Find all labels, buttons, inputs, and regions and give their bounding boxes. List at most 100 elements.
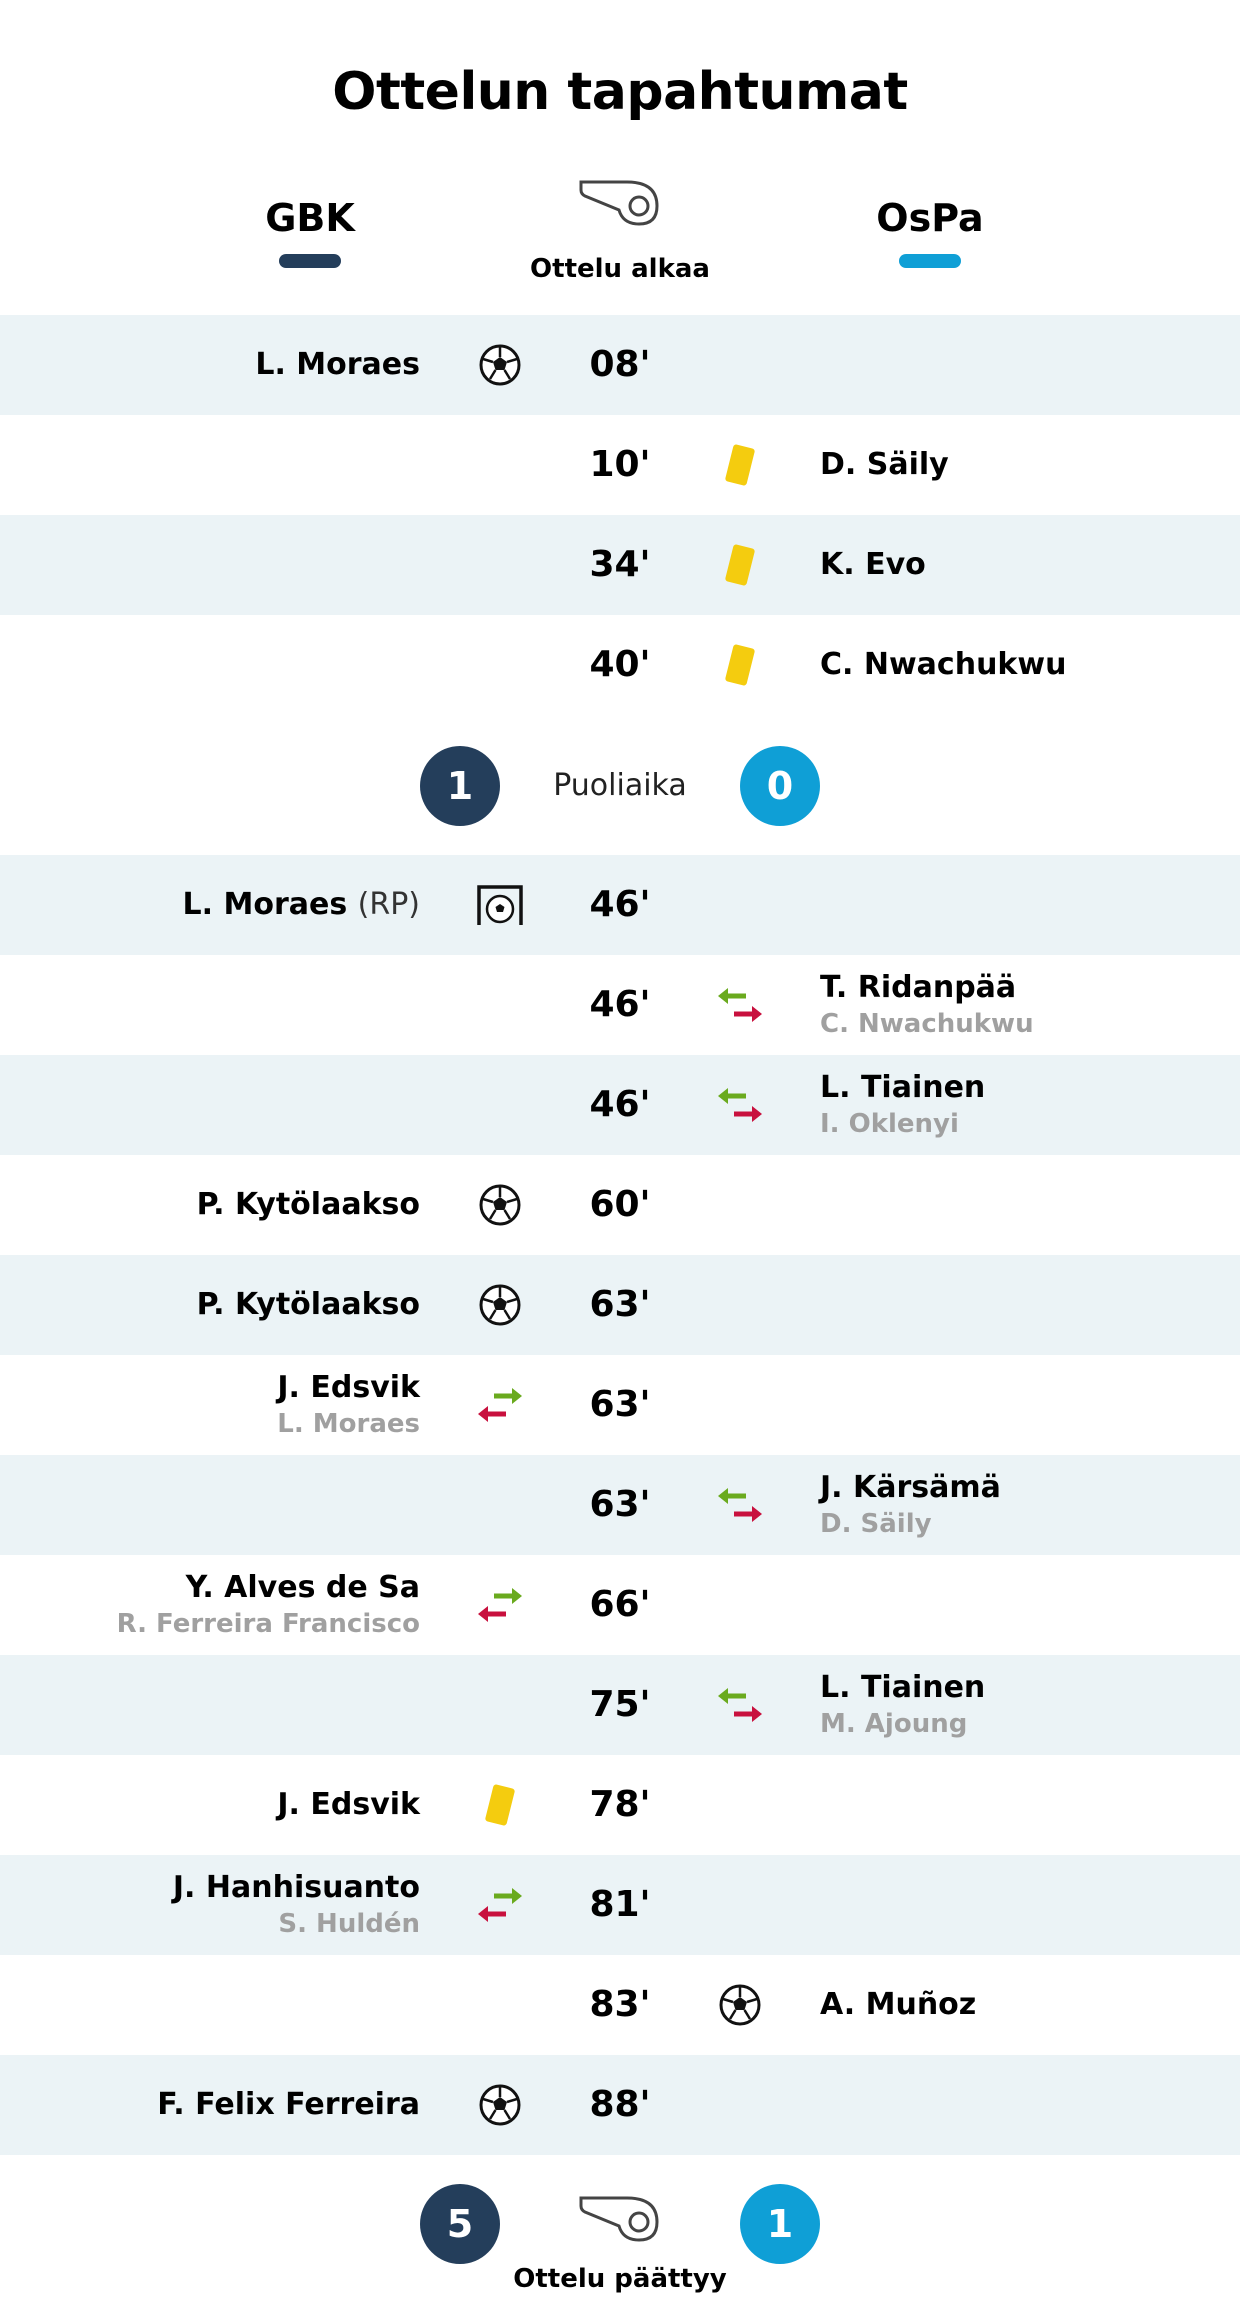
player-name-text: P. Kytölaakso xyxy=(196,1187,420,1222)
substitution-icon xyxy=(716,1081,764,1129)
event-row: 66' Y. Alves de Sa R. Ferreira Francisco xyxy=(0,1555,1240,1655)
halftime-label: Puoliaika xyxy=(553,768,687,803)
player-name: J. Edsvik xyxy=(277,1786,420,1824)
event-minute: 08' xyxy=(589,344,651,385)
player-name-text: L. Moraes xyxy=(255,347,420,382)
event-minute: 46' xyxy=(589,1084,651,1125)
event-row: 10' D. Säily xyxy=(0,415,1240,515)
event-players: J. Hanhisuanto S. Huldén xyxy=(173,1855,420,1955)
event-minute: 46' xyxy=(589,884,651,925)
yellow-card-icon xyxy=(716,541,764,589)
event-players: L. Moraes xyxy=(255,315,420,415)
player-name: P. Kytölaakso xyxy=(197,1286,420,1324)
event-minute: 34' xyxy=(589,544,651,585)
away-team: OsPa xyxy=(830,196,1030,268)
player-name-text: J. Edsvik xyxy=(277,1370,420,1405)
event-minute: 88' xyxy=(589,2084,651,2125)
yellow-card-icon xyxy=(716,641,764,689)
event-minute: 78' xyxy=(589,1784,651,1825)
player-name-text: F. Felix Ferreira xyxy=(157,2087,420,2122)
yellow-card-icon xyxy=(716,441,764,489)
player-name-text: A. Muñoz xyxy=(820,1987,977,2022)
substitution-icon xyxy=(716,1481,764,1529)
substitution-icon xyxy=(476,1581,524,1629)
event-minute: 40' xyxy=(589,644,651,685)
goal-icon xyxy=(476,1181,524,1229)
player-name-text: D. Säily xyxy=(820,447,949,482)
player-name-text: Y. Alves de Sa xyxy=(185,1570,420,1605)
event-players: D. Säily xyxy=(820,415,949,515)
player-name-text: L. Moraes xyxy=(182,887,348,922)
substitution-icon xyxy=(476,1381,524,1429)
event-players: P. Kytölaakso xyxy=(197,1155,420,1255)
event-players: J. Kärsämä D. Säily xyxy=(820,1455,1001,1555)
halftime-away-score: 0 xyxy=(740,746,820,826)
penalty-goal-icon xyxy=(476,881,524,929)
player-name: L. Tiainen xyxy=(820,1669,985,1707)
event-row: 63' J. Kärsämä D. Säily xyxy=(0,1455,1240,1555)
player-name: L. Moraes (RP) xyxy=(183,886,420,924)
player-name: T. Ridanpää xyxy=(820,969,1016,1007)
event-players: J. Edsvik xyxy=(277,1755,420,1855)
yellow-card-icon xyxy=(476,1781,524,1829)
player-name: J. Kärsämä xyxy=(820,1469,1001,1507)
event-row: 63' J. Edsvik L. Moraes xyxy=(0,1355,1240,1455)
event-row: 63' P. Kytölaakso xyxy=(0,1255,1240,1355)
goal-icon xyxy=(716,1981,764,2029)
event-players: P. Kytölaakso xyxy=(197,1255,420,1355)
player-name: D. Säily xyxy=(820,446,949,484)
event-minute: 63' xyxy=(589,1384,651,1425)
substitution-icon xyxy=(476,1881,524,1929)
event-row: 08' L. Moraes xyxy=(0,315,1240,415)
penalty-note: (RP) xyxy=(357,887,420,922)
event-players: J. Edsvik L. Moraes xyxy=(277,1355,420,1455)
player-name-text: J. Edsvik xyxy=(277,1787,420,1822)
home-team: GBK xyxy=(210,196,410,268)
match-start-label: Ottelu alkaa xyxy=(530,254,710,284)
event-minute: 75' xyxy=(589,1684,651,1725)
player-name-text: L. Tiainen xyxy=(820,1670,986,1705)
event-players: L. Tiainen M. Ajoung xyxy=(820,1655,985,1755)
player-name: J. Hanhisuanto xyxy=(173,1869,420,1907)
event-players: F. Felix Ferreira xyxy=(157,2055,420,2155)
player-name: J. Edsvik xyxy=(277,1369,420,1407)
player-name: A. Muñoz xyxy=(820,1986,976,2024)
player-name-text: P. Kytölaakso xyxy=(196,1287,420,1322)
player-name-text: T. Ridanpää xyxy=(820,970,1017,1005)
event-players: T. Ridanpää C. Nwachukwu xyxy=(820,955,1034,1055)
event-row: 46' L. Moraes (RP) xyxy=(0,855,1240,955)
whistle-icon xyxy=(579,2196,659,2242)
substituted-player: M. Ajoung xyxy=(820,1709,968,1739)
page-title: Ottelun tapahtumat xyxy=(332,62,908,122)
substitution-icon xyxy=(716,1681,764,1729)
event-minute: 83' xyxy=(589,1984,651,2025)
player-name-text: C. Nwachukwu xyxy=(820,647,1067,682)
event-minute: 63' xyxy=(589,1484,651,1525)
event-players: C. Nwachukwu xyxy=(820,615,1066,715)
event-row: 40' C. Nwachukwu xyxy=(0,615,1240,715)
substituted-player: L. Moraes xyxy=(277,1409,420,1439)
substituted-player: C. Nwachukwu xyxy=(820,1009,1034,1039)
event-row: 88' F. Felix Ferreira xyxy=(0,2055,1240,2155)
event-minute: 81' xyxy=(589,1884,651,1925)
whistle-icon xyxy=(579,180,659,226)
player-name-text: K. Evo xyxy=(820,547,926,582)
event-players: L. Moraes (RP) xyxy=(183,855,420,955)
player-name: C. Nwachukwu xyxy=(820,646,1066,684)
event-players: K. Evo xyxy=(820,515,926,615)
event-row: 46' L. Tiainen I. Oklenyi xyxy=(0,1055,1240,1155)
away-team-name: OsPa xyxy=(876,196,984,240)
event-minute: 63' xyxy=(589,1284,651,1325)
player-name: L. Tiainen xyxy=(820,1069,985,1107)
event-minute: 66' xyxy=(589,1584,651,1625)
event-row: 78' J. Edsvik xyxy=(0,1755,1240,1855)
home-team-name: GBK xyxy=(265,196,355,240)
event-row: 83' A. Muñoz xyxy=(0,1955,1240,2055)
event-row: 81' J. Hanhisuanto S. Huldén xyxy=(0,1855,1240,1955)
substitution-icon xyxy=(716,981,764,1029)
substituted-player: R. Ferreira Francisco xyxy=(116,1609,420,1639)
substituted-player: D. Säily xyxy=(820,1509,932,1539)
event-players: A. Muñoz xyxy=(820,1955,976,2055)
player-name-text: L. Tiainen xyxy=(820,1070,986,1105)
event-minute: 60' xyxy=(589,1184,651,1225)
